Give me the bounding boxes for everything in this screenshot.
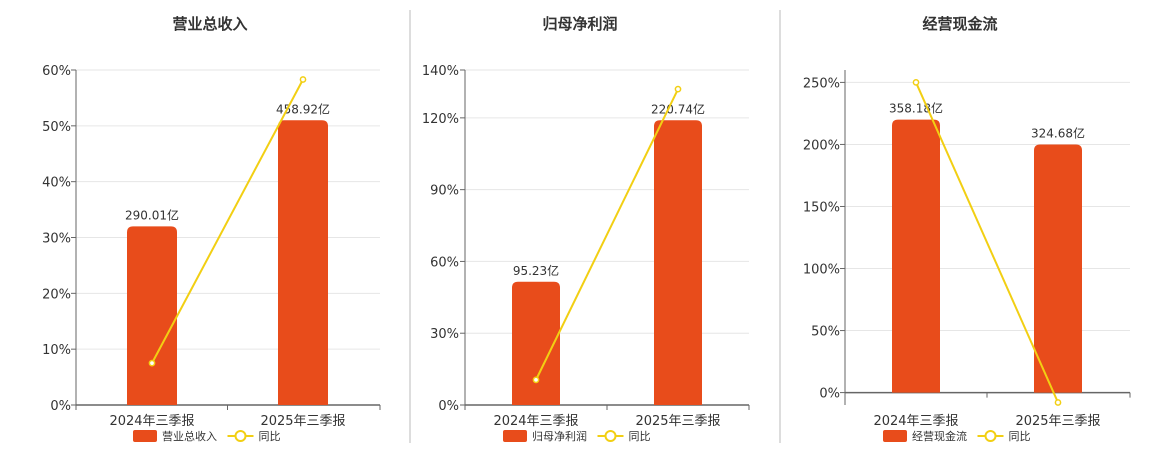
y-tick-label: 60%: [430, 255, 459, 270]
bar: [512, 281, 560, 405]
legend-label: 同比: [1009, 430, 1031, 443]
legend-label: 营业总收入: [162, 429, 217, 443]
yoy-line: [151, 79, 304, 364]
x-category-label: 2024年三季报: [109, 414, 194, 429]
legend-bar-swatch: [883, 430, 907, 442]
yoy-point: [299, 76, 307, 83]
y-tick-label: 250%: [803, 76, 840, 91]
y-tick-label: 90%: [430, 184, 459, 199]
bar: [1034, 144, 1082, 393]
x-category-label: 2025年三季报: [635, 414, 720, 429]
y-tick-label: 40%: [42, 176, 71, 191]
yoy-point: [912, 79, 920, 86]
y-tick-label: 0%: [438, 399, 459, 414]
chart-title: 经营现金流: [922, 15, 997, 33]
bar: [654, 120, 702, 405]
bar-value-label: 358.18亿: [889, 101, 943, 116]
y-tick-label: 20%: [42, 287, 71, 302]
chart-title: 营业总收入: [172, 15, 247, 33]
yoy-point: [674, 85, 682, 93]
yoy-point: [532, 376, 540, 384]
legend-label: 经营现金流: [912, 429, 967, 443]
legend-line-marker: [604, 430, 617, 442]
chart-title: 归母净利润: [542, 15, 617, 33]
y-tick-label: 10%: [42, 343, 71, 358]
x-category-label: 2025年三季报: [1015, 414, 1100, 429]
x-category-label: 2025年三季报: [260, 414, 345, 429]
legend-bar-swatch: [133, 430, 157, 442]
bar: [127, 226, 177, 405]
legend-bar-swatch: [503, 430, 527, 442]
y-tick-label: 30%: [430, 327, 459, 342]
x-category-label: 2024年三季报: [873, 414, 958, 429]
yoy-point: [148, 359, 156, 367]
legend-label: 同比: [259, 430, 281, 443]
bar-value-label: 220.74亿: [651, 101, 705, 116]
y-tick-label: 60%: [42, 64, 71, 79]
y-tick-label: 140%: [422, 64, 459, 79]
yoy-line: [915, 82, 1059, 403]
y-tick-label: 120%: [422, 112, 459, 127]
y-tick-label: 50%: [42, 120, 71, 135]
yoy-point: [1054, 399, 1062, 406]
bar: [278, 120, 328, 405]
legend-label: 归母净利润: [532, 429, 587, 443]
legend-line-marker: [984, 430, 997, 442]
bar-value-label: 290.01亿: [125, 207, 179, 222]
bar-value-label: 95.23亿: [513, 263, 559, 278]
y-tick-label: 0%: [50, 399, 71, 414]
y-tick-label: 50%: [811, 325, 840, 340]
y-tick-label: 150%: [803, 200, 840, 215]
legend-label: 同比: [629, 430, 651, 443]
y-tick-label: 100%: [803, 263, 840, 278]
bar: [892, 119, 940, 393]
y-tick-label: 200%: [803, 138, 840, 153]
x-category-label: 2024年三季报: [493, 414, 578, 429]
yoy-line: [535, 88, 679, 381]
y-tick-label: 0%: [819, 387, 840, 402]
bar-value-label: 324.68亿: [1031, 125, 1085, 140]
legend-line-marker: [234, 430, 247, 442]
y-tick-label: 30%: [42, 232, 71, 247]
